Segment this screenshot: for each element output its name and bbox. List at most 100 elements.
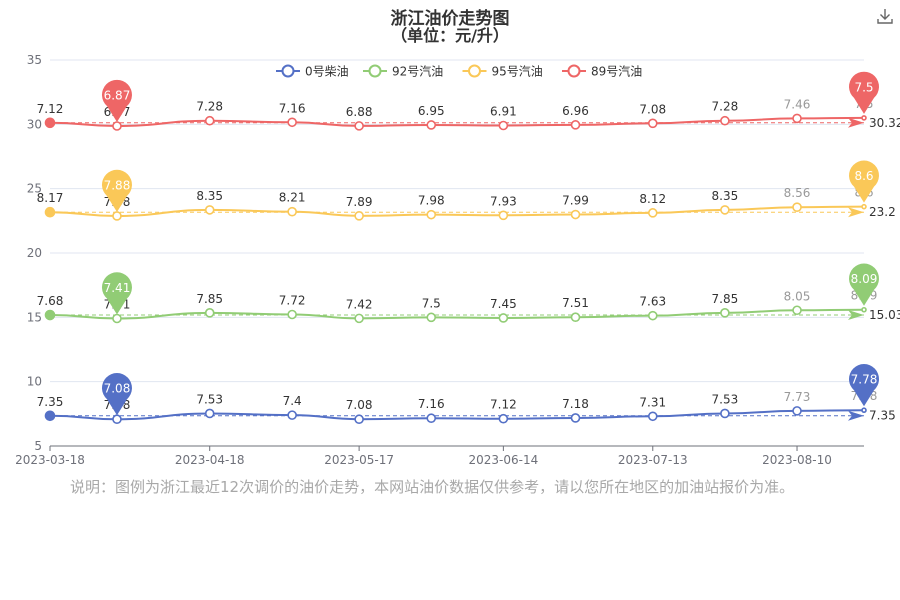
legend-label: 92号汽油	[392, 64, 443, 79]
pin-label: 7.41	[104, 281, 131, 295]
data-label: 7.12	[37, 102, 64, 116]
chart-subtitle: （单位：元/升）	[391, 26, 509, 45]
data-point	[861, 306, 867, 313]
data-point	[426, 312, 437, 323]
x-tick-label: 2023-07-13	[618, 453, 688, 467]
data-label: 7.93	[490, 194, 517, 208]
y-tick-label: 30	[27, 117, 42, 131]
data-point	[112, 414, 122, 425]
data-point	[720, 308, 730, 318]
data-point	[204, 115, 215, 126]
data-label: 7.53	[196, 392, 223, 406]
x-tick-label: 2023-08-10	[762, 453, 832, 467]
legend-label: 95号汽油	[492, 64, 543, 79]
marker-pin	[101, 79, 132, 123]
pin-label: 7.88	[104, 178, 131, 192]
data-label: 7.99	[562, 194, 589, 208]
series-line	[49, 205, 865, 217]
y-tick-label: 35	[27, 53, 42, 67]
marker-pin	[849, 263, 880, 306]
y-tick-label: 25	[27, 182, 42, 196]
data-label: 6.95	[418, 104, 445, 118]
data-label: 7.08	[346, 398, 373, 412]
average-arrow	[848, 310, 864, 321]
legend-label: 0号柴油	[305, 65, 349, 79]
data-point	[426, 413, 437, 424]
data-point	[498, 313, 509, 323]
data-label: 7.89	[346, 195, 373, 209]
series-line	[49, 116, 865, 128]
marker-pin	[101, 373, 132, 416]
data-point	[44, 206, 56, 218]
data-point	[498, 210, 509, 221]
data-point	[647, 208, 658, 218]
data-point	[570, 120, 581, 130]
average-arrow	[848, 207, 864, 218]
legend-marker	[368, 64, 382, 78]
y-tick-label: 15	[27, 310, 42, 324]
pin-label: 6.87	[104, 89, 131, 103]
data-point	[287, 206, 297, 217]
x-tick-label: 2023-03-18	[15, 453, 85, 467]
data-point	[44, 410, 56, 422]
average-label: 30.32	[869, 116, 900, 130]
data-label: 7.5	[422, 296, 441, 310]
data-point	[112, 211, 122, 221]
data-point	[112, 121, 122, 131]
data-label: 8.05	[784, 289, 811, 303]
data-point	[44, 117, 56, 129]
data-point	[647, 310, 658, 321]
y-tick-label: 5	[34, 439, 42, 453]
data-label: 8.35	[196, 189, 223, 203]
data-point	[287, 410, 297, 420]
data-point	[647, 118, 658, 129]
x-tick-label: 2023-04-18	[175, 453, 245, 467]
data-point	[792, 305, 802, 316]
data-label: 7.45	[490, 297, 517, 311]
data-point	[354, 121, 364, 131]
data-point	[861, 407, 867, 414]
data-point	[287, 309, 297, 320]
data-label: 7.73	[784, 390, 811, 404]
data-point	[570, 413, 581, 423]
data-point	[570, 312, 581, 323]
data-point	[720, 408, 730, 419]
legend-marker	[567, 64, 581, 78]
average-arrow	[848, 410, 864, 421]
x-tick-label: 2023-05-17	[324, 453, 394, 467]
data-label: 7.18	[562, 397, 589, 411]
data-label: 7.85	[196, 292, 223, 306]
download-icon[interactable]	[875, 6, 895, 26]
data-point	[647, 411, 658, 422]
average-arrow	[848, 117, 864, 128]
y-tick-label: 10	[27, 375, 42, 389]
data-label: 7.98	[418, 194, 445, 208]
data-point	[720, 115, 730, 126]
data-point	[426, 120, 437, 130]
data-label: 7.72	[279, 294, 306, 308]
series-line	[49, 409, 865, 421]
pin-label: 7.78	[851, 373, 878, 387]
data-label: 6.91	[490, 104, 517, 118]
pin-label: 7.08	[104, 382, 131, 396]
series-line	[49, 308, 865, 320]
data-label: 7.85	[712, 292, 739, 306]
data-point	[204, 408, 215, 419]
data-label: 7.08	[639, 102, 666, 116]
data-point	[861, 203, 867, 210]
marker-pin	[849, 160, 880, 203]
data-point	[354, 313, 364, 324]
average-label: 23.2	[869, 205, 896, 219]
data-label: 6.88	[346, 105, 373, 119]
legend-marker	[281, 64, 295, 78]
data-label: 7.42	[346, 297, 373, 311]
data-label: 7.35	[37, 395, 64, 409]
data-point	[426, 209, 437, 220]
legend-marker	[468, 64, 481, 78]
data-point	[720, 205, 730, 215]
marker-pin	[849, 71, 880, 114]
data-label: 7.28	[712, 100, 739, 114]
y-tick-label: 20	[27, 246, 42, 260]
pin-label: 8.09	[851, 272, 878, 286]
